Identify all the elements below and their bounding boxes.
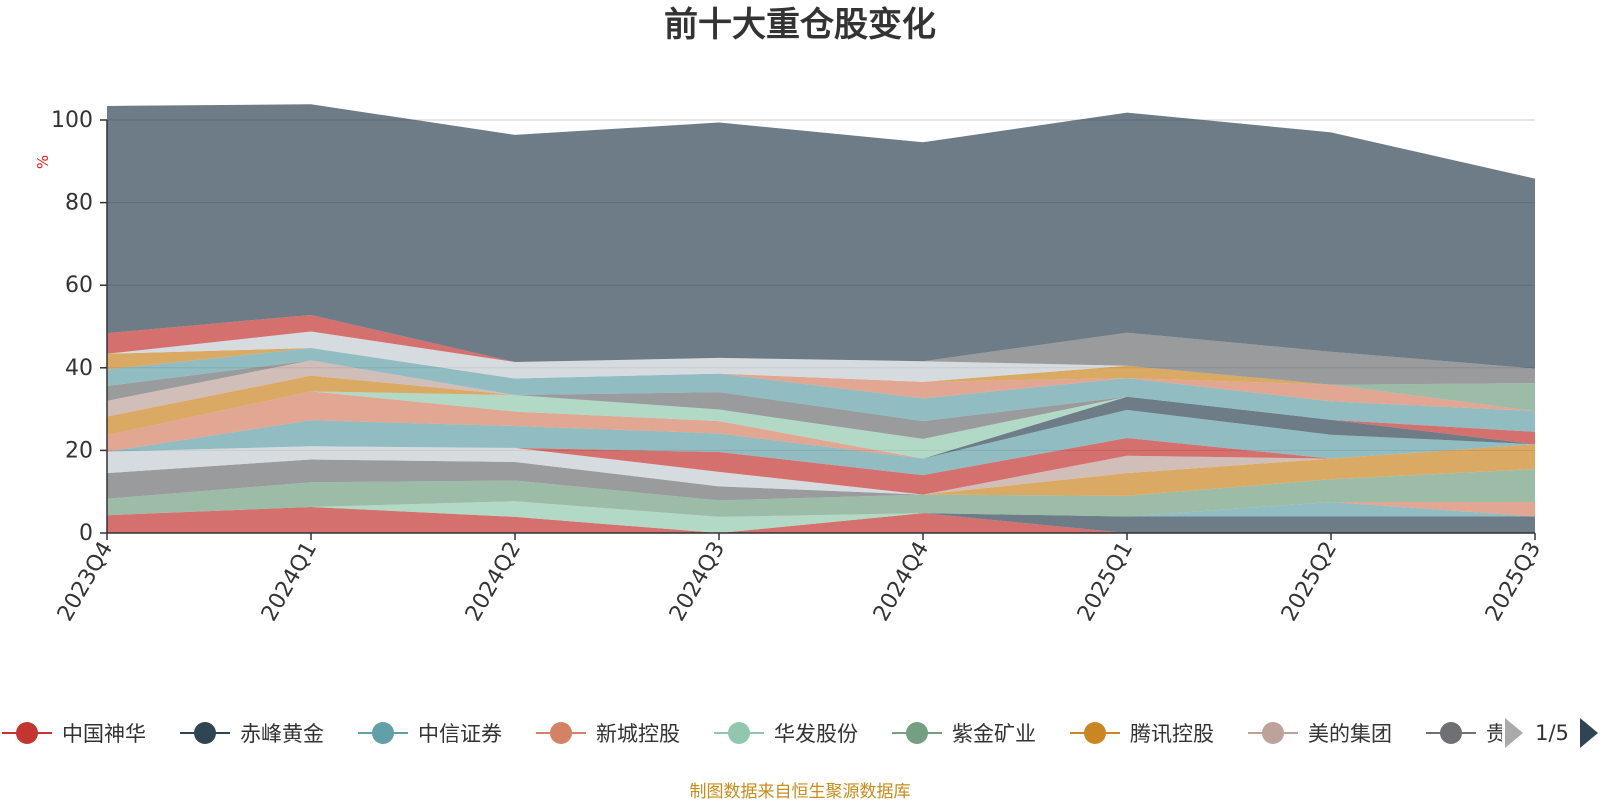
area-series[interactable]: 山西汾酒 (107, 347, 1535, 412)
legend-next-icon[interactable] (1580, 718, 1598, 748)
area-series[interactable]: 海康威视 (107, 314, 1535, 385)
legend-item[interactable]: 中信证券 (358, 722, 502, 746)
area-series[interactable]: 美的集团 (107, 444, 1535, 501)
legend-item[interactable]: 腾讯控股 (1070, 722, 1214, 746)
legend-marker (372, 722, 394, 744)
y-tick-label: 20 (65, 438, 93, 463)
area-series[interactable]: 华鲁恒升 (107, 347, 1535, 412)
x-tick-label: 2024Q3 (665, 538, 730, 626)
area-series[interactable]: 中芯国际 (107, 314, 1535, 385)
legend-item[interactable]: 华发股份 (714, 722, 858, 746)
x-tick-label: 2023Q4 (53, 538, 118, 626)
x-tick-label: 2025Q1 (1073, 538, 1138, 626)
area-series[interactable]: 比亚迪 (107, 360, 1535, 445)
legend-item[interactable]: 赤峰黄金 (180, 722, 324, 746)
area-series[interactable]: 恒瑞医药 (107, 391, 1535, 459)
area-series[interactable]: 京东方A (107, 396, 1535, 459)
x-tick-label: 2024Q1 (257, 538, 322, 626)
area-series[interactable]: 贵州茅台 (107, 444, 1535, 501)
legend-label: 美的集团 (1308, 722, 1392, 746)
area-series[interactable]: 新城控股 (107, 502, 1535, 533)
chart-title: 前十大重仓股变化 (664, 5, 936, 45)
area-series[interactable]: 紫光国微 (107, 347, 1535, 432)
legend-marker (1440, 722, 1462, 744)
stacked-areas: 中国神华赤峰黄金中信证券新城控股华发股份紫金矿业腾讯控股美的集团贵州茅台工业富联… (107, 104, 1535, 533)
area-series[interactable]: 紫金矿业 (107, 468, 1535, 517)
data-source-note: 制图数据来自恒生聚源数据库 (690, 782, 911, 800)
area-series[interactable]: 海尔智家 (107, 409, 1535, 476)
area-series[interactable]: 万华化学 (107, 391, 1535, 459)
legend-pager: 1/5 (1505, 718, 1598, 748)
legend-marker (550, 722, 572, 744)
area-series[interactable]: 赤峰黄金 (107, 506, 1535, 533)
legend-item[interactable]: 中国神华 (2, 722, 146, 746)
legend: 中国神华 赤峰黄金 中信证券 新城控股 华发股份 紫金矿业 腾讯控股 美的集团 贵州茅台 (2, 722, 1570, 746)
area-series[interactable]: 华发股份 (107, 501, 1535, 533)
y-tick-label: 80 (65, 191, 93, 216)
legend-marker (728, 722, 750, 744)
legend-label: 中国神华 (62, 722, 146, 746)
legend-item[interactable]: 美的集团 (1248, 722, 1392, 746)
y-axis-ticks: 0 20 40 60 80 100 (51, 108, 107, 546)
area-series[interactable]: 宁德时代 (107, 438, 1535, 495)
area-series[interactable]: 腾讯控股 (107, 444, 1535, 501)
legend-prev-icon[interactable] (1505, 718, 1523, 748)
y-tick-label: 60 (65, 273, 93, 298)
x-tick-label: 2024Q4 (869, 538, 934, 626)
x-tick-label: 2025Q3 (1481, 538, 1546, 626)
area-series[interactable]: 长江电力 (107, 375, 1535, 445)
axes (106, 120, 1535, 534)
legend-label: 紫金矿业 (952, 722, 1036, 746)
x-axis-ticks: 2023Q4 2024Q1 2024Q2 2024Q3 2024Q4 2025Q1 2025… (53, 533, 1546, 626)
legend-label: 贵州茅台 (1486, 722, 1570, 746)
legend-marker (194, 722, 216, 744)
legend-label: 赤峰黄金 (240, 722, 324, 746)
legend-item[interactable]: 紫金矿业 (892, 722, 1036, 746)
y-tick-label: 100 (51, 108, 93, 133)
legend-label: 腾讯控股 (1130, 722, 1214, 746)
y-tick-label: 40 (65, 356, 93, 381)
area-series[interactable]: 其他 (107, 104, 1535, 369)
legend-label: 华发股份 (774, 722, 858, 746)
legend-page-indicator: 1/5 (1535, 721, 1569, 745)
legend-item[interactable]: 新城控股 (536, 722, 680, 746)
legend-marker (906, 722, 928, 744)
legend-marker (1084, 722, 1106, 744)
legend-marker (1262, 722, 1284, 744)
x-tick-label: 2025Q2 (1277, 538, 1342, 626)
legend-label: 中信证券 (418, 722, 502, 746)
y-tick-label: 0 (79, 521, 93, 546)
legend-marker (16, 722, 38, 744)
area-series[interactable]: 工业富联 (107, 444, 1535, 495)
area-series[interactable]: 药明康德 (107, 331, 1535, 385)
x-tick-label: 2024Q2 (461, 538, 526, 626)
y-axis-unit: % (34, 155, 52, 169)
area-series[interactable]: 中国神华 (107, 506, 1535, 533)
legend-label: 新城控股 (596, 722, 680, 746)
legend-item[interactable]: 贵州茅台 (1426, 722, 1570, 746)
